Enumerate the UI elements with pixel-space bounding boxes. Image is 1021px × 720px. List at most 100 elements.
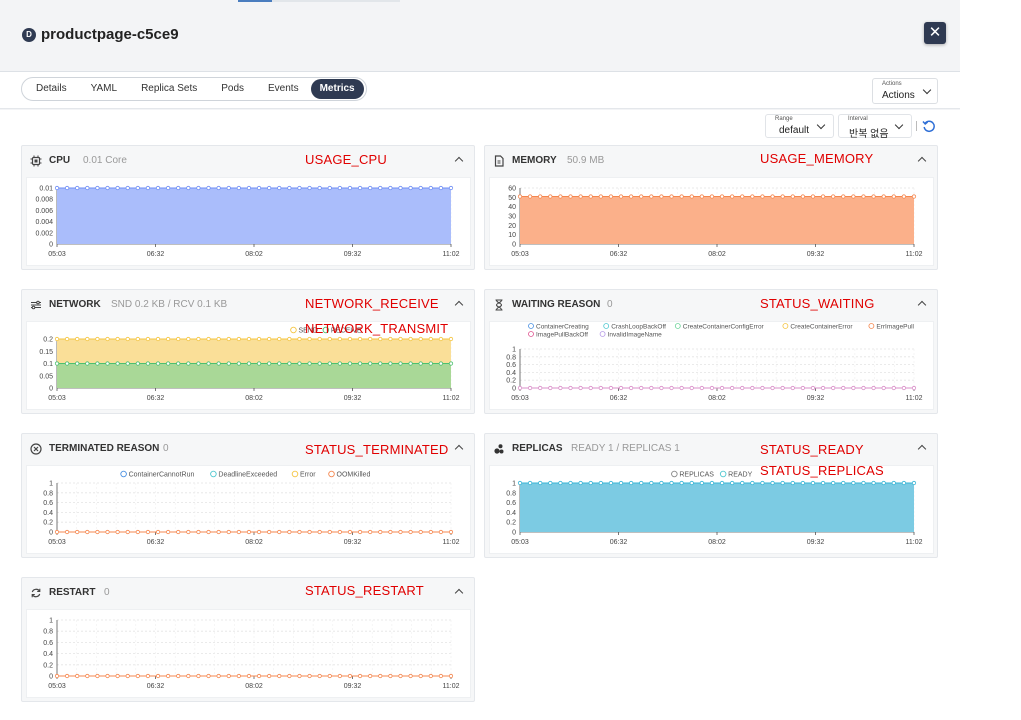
scroll-indicator bbox=[238, 0, 272, 2]
data-point bbox=[629, 480, 634, 486]
restart-panel: RESTART 0 1 0.8 0.6 0.4 0.2 0 05:03 06:32 08:02 0… bbox=[21, 577, 475, 702]
data-point bbox=[75, 361, 80, 366]
collapse-icon[interactable] bbox=[454, 444, 464, 454]
data-point bbox=[528, 194, 533, 199]
tab-metrics[interactable]: Metrics bbox=[310, 79, 364, 99]
data-point bbox=[347, 336, 353, 342]
collapse-icon[interactable] bbox=[454, 300, 464, 310]
data-point bbox=[669, 480, 674, 486]
data-point bbox=[618, 480, 624, 486]
collapse-icon[interactable] bbox=[917, 156, 927, 166]
data-point bbox=[125, 185, 130, 191]
legend-label: ImagePullBackOff bbox=[536, 332, 588, 339]
data-point bbox=[277, 185, 282, 191]
collapse-icon[interactable] bbox=[454, 156, 464, 166]
y-tick-label: 0.4 bbox=[43, 651, 53, 658]
data-point bbox=[408, 673, 413, 679]
data-point bbox=[287, 529, 292, 535]
data-point bbox=[206, 185, 211, 191]
data-point bbox=[901, 480, 906, 486]
data-point bbox=[558, 194, 563, 199]
data-point bbox=[95, 185, 100, 191]
data-point bbox=[378, 336, 383, 342]
memory-title: MEMORY bbox=[512, 155, 557, 166]
tab-replica-sets[interactable]: Replica Sets bbox=[141, 83, 198, 94]
actions-dropdown[interactable]: Actions Actions bbox=[872, 78, 938, 104]
legend-label: ContainerCreating bbox=[536, 324, 589, 331]
data-point bbox=[538, 385, 543, 391]
terminated-panel-header[interactable]: TERMINATED REASON 0 bbox=[22, 434, 474, 464]
cpu-chart: 0.01 0.008 0.006 0.004 0.002 0 05:03 06:32 08:02… bbox=[26, 177, 471, 266]
data-point bbox=[891, 480, 896, 486]
data-point bbox=[287, 673, 292, 679]
interval-select[interactable]: Interval 반복 없음 bbox=[838, 114, 912, 140]
legend-label: DeadlineExceeded bbox=[218, 472, 277, 479]
data-point bbox=[588, 385, 593, 391]
terminated-chart: ContainerCannotRun DeadlineExceeded Error O… bbox=[26, 465, 471, 554]
data-point bbox=[780, 385, 785, 391]
tab-yaml[interactable]: YAML bbox=[90, 83, 118, 94]
data-point bbox=[115, 336, 120, 342]
legend-label: ErrImagePull bbox=[876, 324, 914, 331]
interval-value: 반복 없음 bbox=[849, 129, 889, 140]
refresh-icon[interactable] bbox=[922, 119, 936, 133]
data-point bbox=[911, 480, 917, 486]
network-panel-header[interactable]: NETWORK SND 0.2 KB / RCV 0.1 KB bbox=[22, 290, 474, 320]
tab-details[interactable]: Details bbox=[36, 83, 67, 94]
data-point bbox=[679, 480, 684, 486]
legend-label: ContainerCannotRun bbox=[129, 472, 195, 479]
data-point bbox=[831, 194, 836, 199]
data-point bbox=[166, 336, 171, 342]
data-point bbox=[145, 361, 151, 366]
data-point bbox=[418, 185, 423, 191]
data-point bbox=[85, 673, 90, 679]
cpu-panel-header[interactable]: CPU 0.01 Core bbox=[22, 146, 474, 176]
y-tick-label: 40 bbox=[508, 204, 516, 211]
data-point bbox=[85, 361, 90, 366]
data-point bbox=[337, 185, 342, 191]
data-point bbox=[709, 194, 715, 199]
y-tick-label: 0.1 bbox=[43, 361, 53, 368]
data-point bbox=[871, 480, 876, 486]
range-select[interactable]: Range default bbox=[765, 114, 834, 138]
data-point bbox=[75, 529, 80, 535]
x-tick-label: 11:02 bbox=[906, 251, 923, 258]
data-point bbox=[357, 336, 363, 342]
actions-label: Actions bbox=[882, 81, 902, 87]
data-point bbox=[155, 336, 161, 342]
data-point bbox=[911, 194, 917, 199]
data-point bbox=[85, 529, 90, 535]
close-button[interactable]: ✕ bbox=[924, 22, 946, 44]
waiting-title: WAITING REASON bbox=[512, 299, 601, 310]
terminated-title: TERMINATED REASON bbox=[49, 443, 160, 454]
data-point bbox=[730, 385, 735, 391]
data-point bbox=[438, 361, 443, 366]
x-tick-label: 05:03 bbox=[48, 395, 66, 402]
data-point bbox=[115, 673, 120, 679]
data-point bbox=[267, 336, 272, 342]
restart-panel-header[interactable]: RESTART 0 bbox=[22, 578, 474, 608]
tab-pods[interactable]: Pods bbox=[221, 83, 245, 94]
data-point bbox=[267, 529, 272, 535]
data-point bbox=[54, 673, 60, 679]
terminated-panel: TERMINATED REASON 0 ContainerCannotRun De… bbox=[21, 433, 475, 558]
data-point bbox=[891, 194, 896, 199]
data-point bbox=[327, 529, 332, 535]
memory-panel-header[interactable]: MEMORY 50.9 MB bbox=[485, 146, 937, 176]
replicas-panel-header[interactable]: REPLICAS READY 1 / REPLICAS 1 bbox=[485, 434, 937, 464]
y-tick-label: 0 bbox=[512, 242, 516, 249]
data-point bbox=[54, 529, 60, 535]
legend-marker bbox=[528, 323, 534, 329]
collapse-icon[interactable] bbox=[917, 300, 927, 310]
data-point bbox=[881, 194, 886, 199]
data-point bbox=[679, 385, 684, 391]
data-point bbox=[588, 480, 593, 486]
legend-marker bbox=[528, 331, 534, 337]
waiting-panel-header[interactable]: WAITING REASON 0 bbox=[485, 290, 937, 320]
collapse-icon[interactable] bbox=[917, 444, 927, 454]
data-point bbox=[226, 529, 231, 535]
collapse-icon[interactable] bbox=[454, 588, 464, 598]
legend-marker bbox=[599, 331, 606, 337]
tab-events[interactable]: Events bbox=[268, 83, 299, 94]
data-point bbox=[145, 529, 151, 535]
